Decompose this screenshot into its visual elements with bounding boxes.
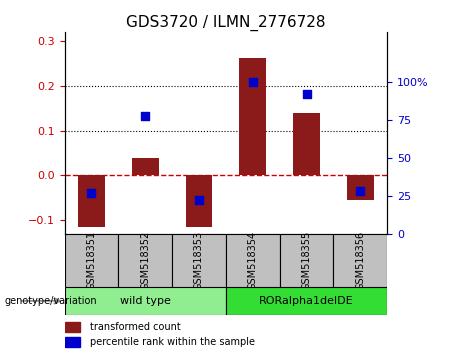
Bar (172, 234, 226, 287)
Text: RORalpha1delDE: RORalpha1delDE (259, 296, 354, 306)
Text: GSM518352: GSM518352 (140, 230, 150, 290)
Title: GDS3720 / ILMN_2776728: GDS3720 / ILMN_2776728 (126, 14, 325, 30)
Bar (65, 337, 80, 347)
Text: GSM518353: GSM518353 (194, 230, 204, 290)
Bar (65, 234, 118, 287)
Text: GSM518355: GSM518355 (301, 230, 312, 290)
Text: GSM518356: GSM518356 (355, 230, 366, 290)
Point (195, 198, 203, 203)
Bar (347, 175, 374, 200)
Text: genotype/variation: genotype/variation (5, 296, 97, 306)
Point (357, 188, 364, 194)
Bar (65, 322, 80, 332)
Bar (65, 287, 226, 315)
Text: wild type: wild type (120, 296, 171, 306)
Point (142, 113, 149, 119)
Bar (293, 114, 320, 175)
Text: GSM518354: GSM518354 (248, 230, 258, 290)
Bar (239, 58, 266, 175)
Bar (226, 287, 387, 315)
Text: transformed count: transformed count (90, 322, 180, 332)
Bar (333, 234, 387, 287)
Point (249, 79, 256, 85)
Text: percentile rank within the sample: percentile rank within the sample (90, 337, 255, 347)
Bar (78, 175, 105, 227)
Bar (118, 234, 172, 287)
Bar (132, 158, 159, 175)
Bar (185, 175, 213, 227)
Bar (226, 234, 280, 287)
Point (303, 92, 310, 97)
Point (88, 190, 95, 196)
Bar (280, 234, 333, 287)
Text: GSM518351: GSM518351 (86, 230, 96, 290)
